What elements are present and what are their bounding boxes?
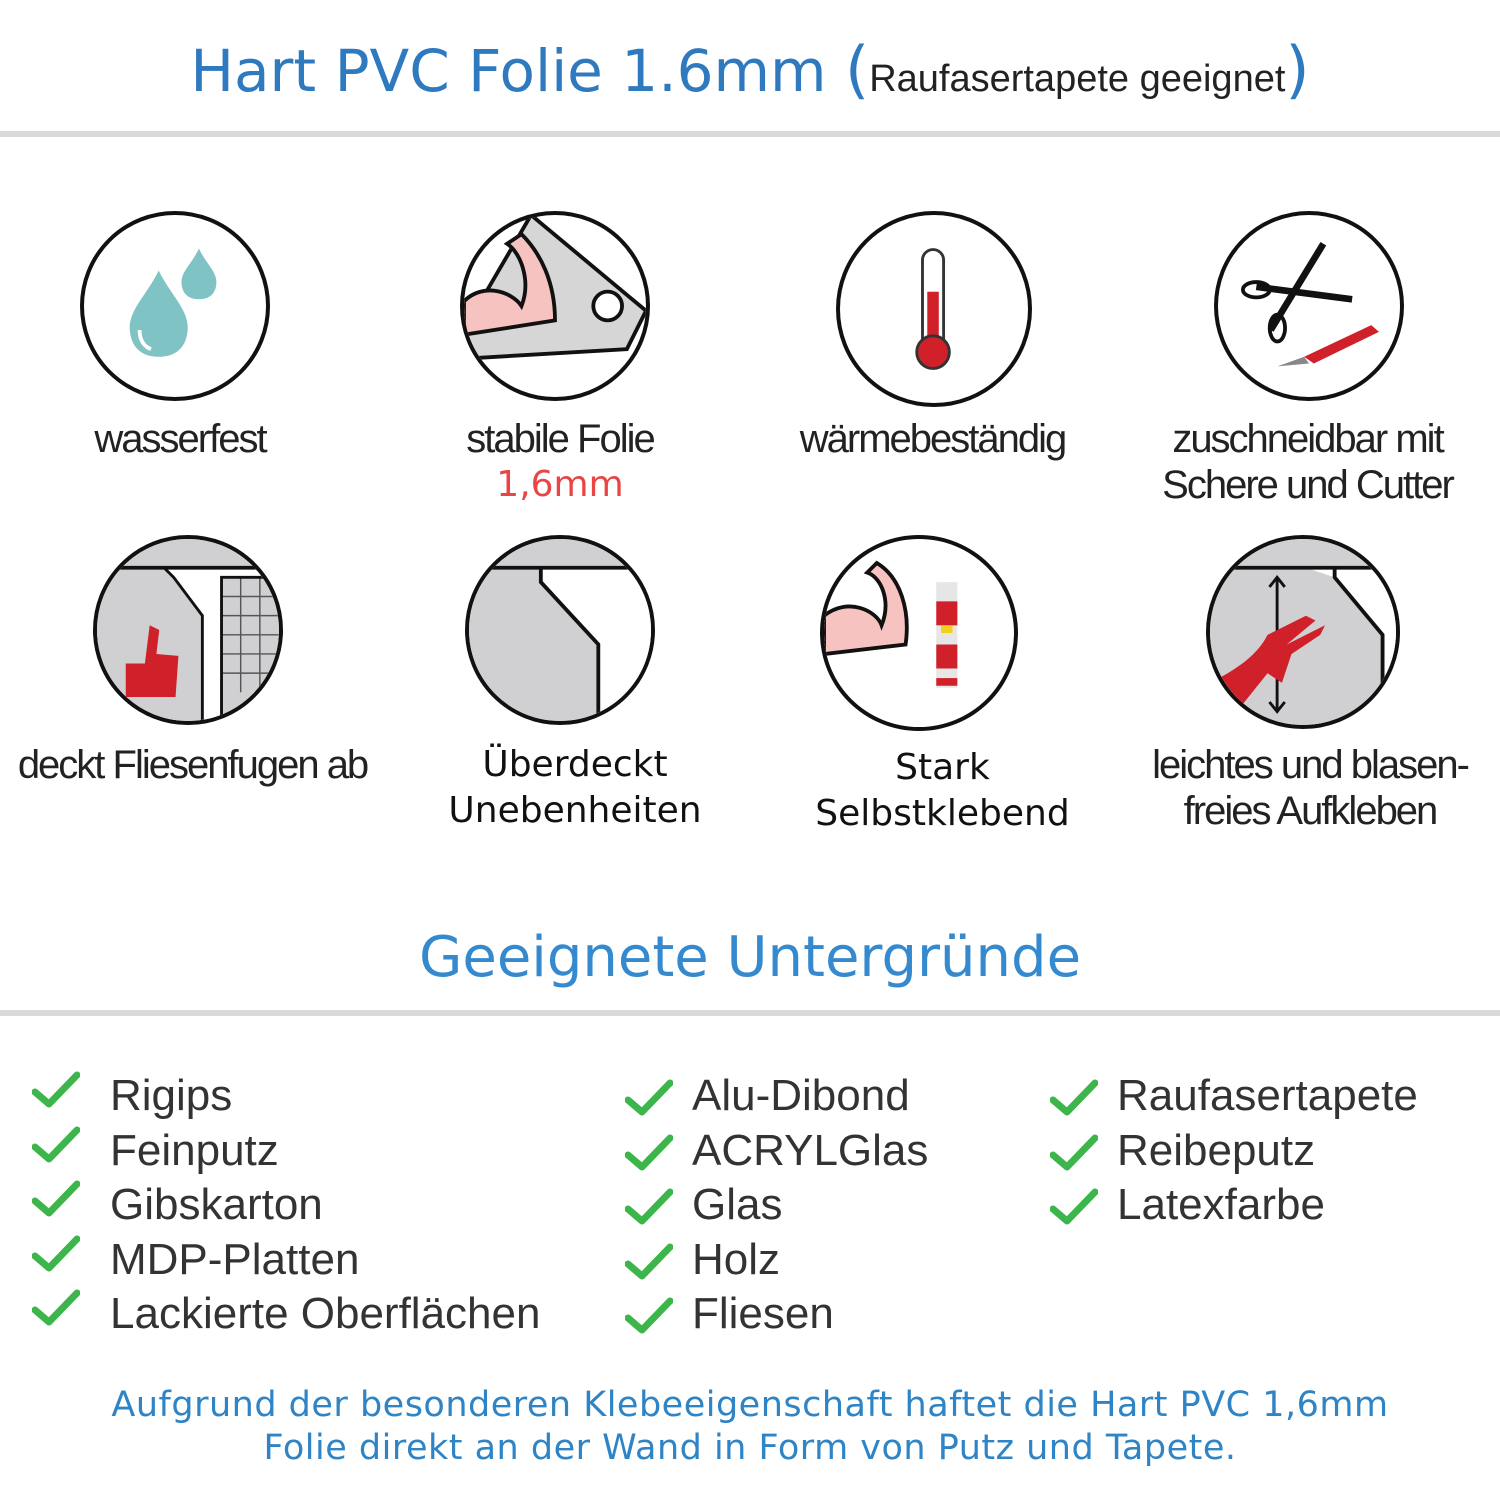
feature-label: Überdeckt Unebenheiten (415, 742, 735, 834)
surface-item: Fliesen (692, 1289, 834, 1338)
thumbs-up-tiles-icon (93, 535, 283, 725)
feature-label: stabile Folie 1,6mm (380, 416, 740, 508)
check-icon (1050, 1134, 1098, 1170)
surface-item: Raufasertapete (1117, 1071, 1418, 1120)
surface-item: Glas (692, 1180, 783, 1229)
surface-item: Reibeputz (1117, 1125, 1316, 1175)
surface-item: Alu-Dibond (692, 1071, 910, 1120)
surface-item: Feinputz (110, 1125, 279, 1175)
check-icon (32, 1126, 80, 1162)
feature-label: wasserfest (94, 417, 267, 461)
check-icon (625, 1188, 673, 1225)
scissors-cutter-icon (1214, 211, 1404, 401)
page-title: Hart PVC Folie 1.6mm (Raufasertapete gee… (0, 30, 1500, 119)
surface-item: MDP-Platten (110, 1234, 360, 1284)
check-icon (625, 1134, 673, 1170)
feature-note: 1,6mm (496, 464, 624, 505)
title-subtitle: Raufasertapete geeignet (869, 58, 1286, 100)
feature-label-line1: Überdeckt (482, 744, 668, 785)
thermometer-icon (836, 211, 1032, 407)
surface-item: Rigips (110, 1071, 233, 1120)
check-icon (625, 1079, 673, 1116)
water-drops-icon (80, 211, 270, 401)
feature-label: Stark Selbstklebend (775, 745, 1110, 837)
footer-note: Aufgrund der besonderen Klebeeigenschaft… (0, 1384, 1500, 1470)
paren-open: ( (844, 33, 870, 106)
surface-item: Latexfarbe (1117, 1180, 1325, 1229)
arm-glue-icon (820, 535, 1018, 731)
feature-label-line2: Selbstklebend (815, 793, 1070, 834)
feature-label-text: stabile Folie (466, 417, 655, 461)
divider (0, 131, 1500, 137)
check-icon (625, 1297, 673, 1334)
feature-label: deckt Fliesenfugen ab (17, 743, 369, 787)
section-title: Geeignete Untergründe (418, 925, 1082, 990)
surface-item: Lackierte Oberflächen (110, 1289, 541, 1338)
check-icon (32, 1289, 80, 1326)
divider (0, 1010, 1500, 1016)
check-icon (1050, 1188, 1098, 1225)
feature-label: zuschneidbar mit Schere und Cutter (1115, 416, 1500, 508)
paren-close: ) (1285, 33, 1310, 106)
feature-label: leichtes und blasen-freies Aufkleben (1120, 742, 1500, 834)
feature-label: wärmebeständig (799, 417, 1068, 461)
check-icon (625, 1243, 673, 1279)
title-main: Hart PVC Folie 1.6mm (190, 37, 827, 105)
feature-label-line2: Unebenheiten (448, 790, 702, 831)
hand-smoothing-icon (1206, 535, 1400, 729)
feature-label-line2: freies Aufkleben (1183, 789, 1439, 833)
footer-line2: Folie direkt an der Wand in Form von Put… (263, 1428, 1237, 1468)
feature-label-line2: Schere und Cutter (1162, 463, 1455, 507)
check-icon (1050, 1079, 1098, 1116)
check-icon (32, 1071, 80, 1108)
surface-item: Holz (692, 1234, 781, 1284)
flexed-arm-roll-icon (460, 211, 650, 401)
feature-label-line1: leichtes und blasen- (1152, 743, 1470, 787)
surface-item: ACRYLGlas (692, 1125, 929, 1175)
surface-item: Gibskarton (110, 1180, 323, 1229)
wall-foil-icon (465, 535, 655, 725)
check-icon (32, 1235, 80, 1271)
check-icon (32, 1180, 80, 1217)
feature-label-line1: Stark (895, 747, 990, 788)
footer-line1: Aufgrund der besonderen Klebeeigenschaft… (111, 1385, 1389, 1425)
feature-label-line1: zuschneidbar mit (1172, 417, 1444, 461)
